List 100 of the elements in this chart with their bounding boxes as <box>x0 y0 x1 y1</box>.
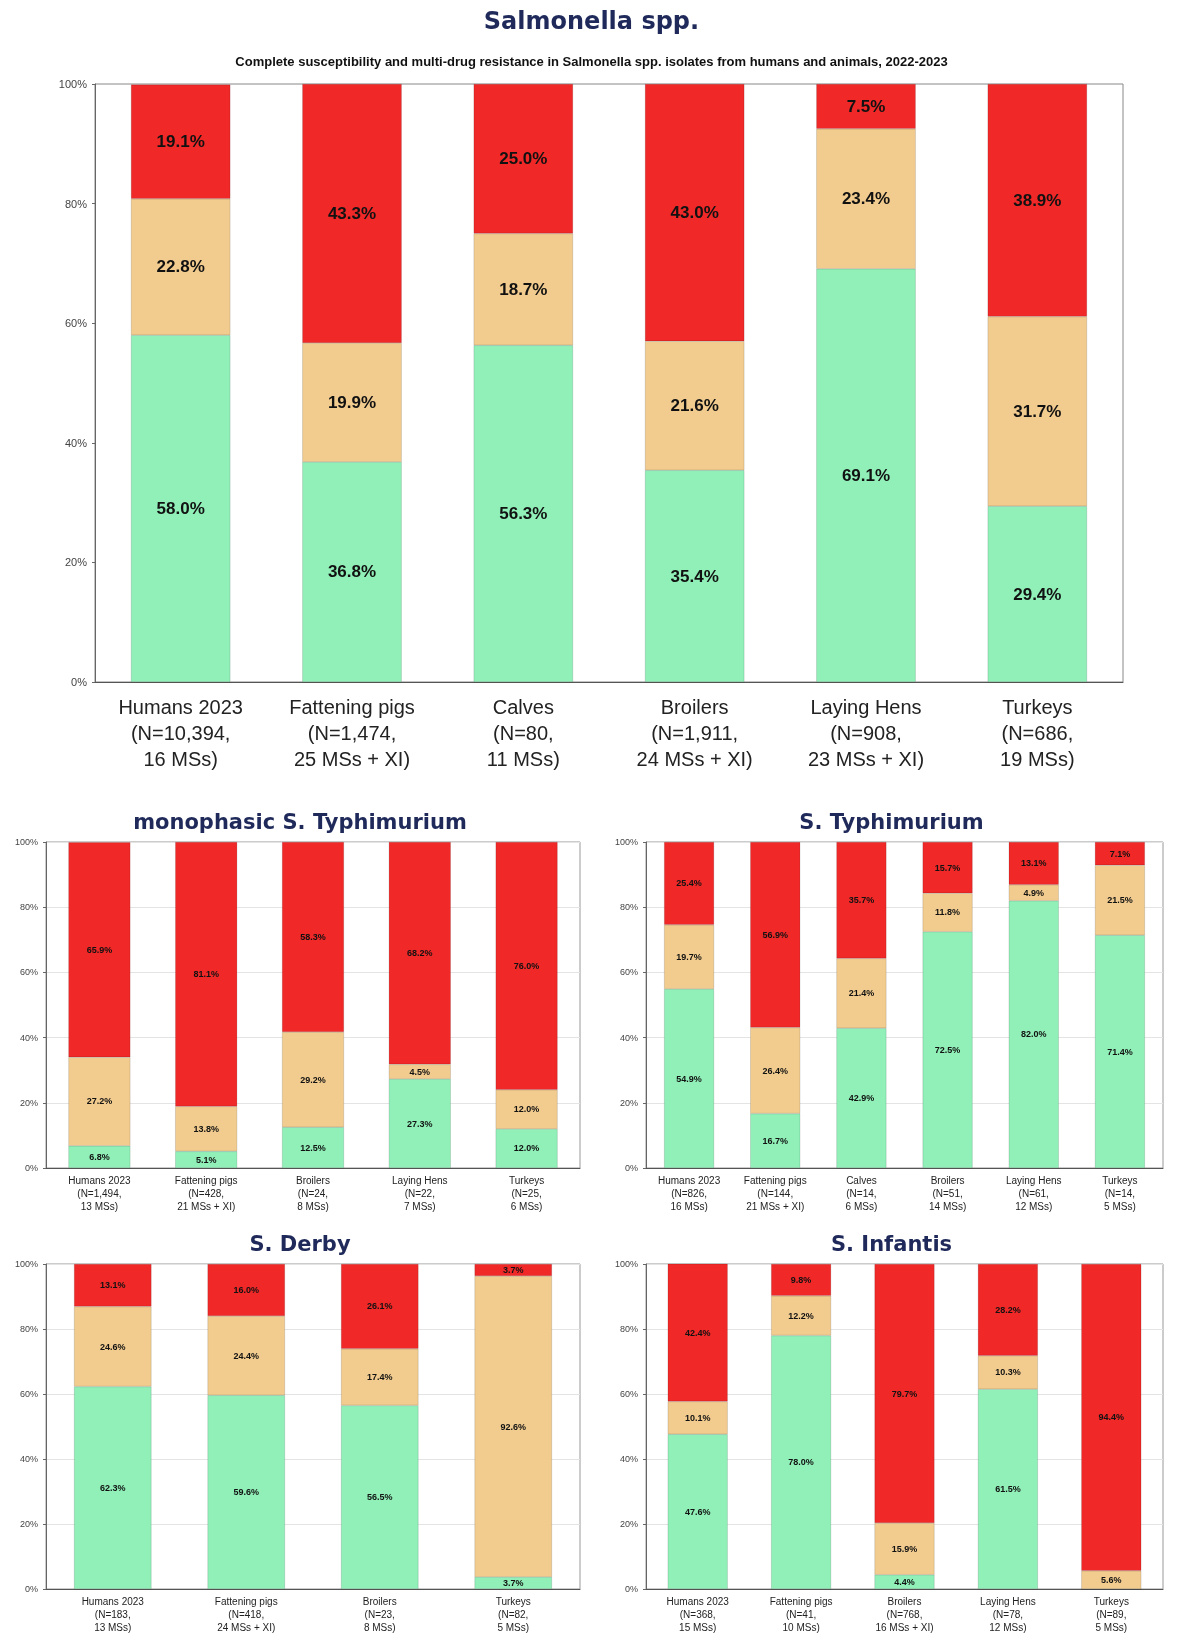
chart-title: S. Derby <box>249 1231 351 1256</box>
data-label: 56.3% <box>499 504 548 524</box>
y-tick-label: 40% <box>19 1032 38 1043</box>
data-label: 58.0% <box>156 499 205 519</box>
data-label: 12.0% <box>513 1104 540 1115</box>
y-tick-label: 100% <box>614 1259 638 1269</box>
data-label: 16.0% <box>233 1285 260 1295</box>
data-label: 47.6% <box>684 1506 711 1517</box>
data-label: 36.8% <box>327 562 377 582</box>
data-label: 5.1% <box>195 1154 217 1165</box>
y-tick-label: 80% <box>19 1324 38 1334</box>
data-label: 43.3% <box>327 203 377 223</box>
x-tick-label: Broilers (N=23, 8 MSs) <box>362 1596 397 1633</box>
y-tick-label: 40% <box>64 436 88 449</box>
data-label: 13.1% <box>99 1280 126 1291</box>
x-tick-label: Turkeys (N=82, 5 MSs) <box>495 1596 531 1633</box>
data-label: 24.6% <box>99 1341 126 1352</box>
x-tick-label: Broilers (N=768, 16 MSs + XI) <box>875 1596 934 1633</box>
data-label: 31.7% <box>1013 401 1062 421</box>
data-label: 12.5% <box>300 1142 326 1153</box>
data-label: 26.4% <box>762 1065 789 1076</box>
x-tick-label: Laying Hens (N=22, 7 MSs) <box>392 1175 448 1212</box>
chart-title: monophasic S. Typhimurium <box>133 809 467 834</box>
data-label: 79.7% <box>891 1388 918 1399</box>
data-label: 4.9% <box>1023 887 1045 898</box>
x-tick-label: Broilers (N=51, 14 MSs) <box>928 1175 967 1212</box>
data-label: 92.6% <box>500 1421 527 1432</box>
data-label: 21.4% <box>848 988 875 999</box>
data-label: 27.2% <box>86 1096 113 1107</box>
data-label: 21.5% <box>1107 895 1133 906</box>
y-tick-label: 20% <box>64 556 88 569</box>
data-label: 25.4% <box>676 878 702 889</box>
data-label: 35.4% <box>670 566 719 586</box>
x-tick-label: Humans 2023 (N=183, 13 MSs) <box>81 1596 145 1633</box>
data-label: 69.1% <box>841 465 891 485</box>
x-tick-label: Humans 2023 (N=826, 16 MSs) <box>657 1175 721 1212</box>
x-tick-label: Fattening pigs (N=144, 21 MSs + XI) <box>743 1175 807 1212</box>
chart-subtitle: Complete susceptibility and multi-drug resistance in Salmonella spp. isolates from humans and animals, 2022-2023 <box>235 54 948 69</box>
y-tick-label: 60% <box>619 1389 638 1399</box>
data-label: 13.1% <box>1020 858 1047 869</box>
data-label: 65.9% <box>86 944 113 955</box>
data-label: 56.9% <box>762 929 789 940</box>
data-label: 24.4% <box>233 1350 260 1361</box>
y-tick-label: 20% <box>619 1097 638 1108</box>
y-tick-label: 80% <box>619 1324 638 1334</box>
y-tick-label: 20% <box>19 1097 38 1108</box>
data-label: 26.1% <box>366 1301 393 1312</box>
data-label: 68.2% <box>407 948 433 959</box>
data-label: 23.4% <box>841 189 891 209</box>
data-label: 43.0% <box>670 203 719 223</box>
data-label: 10.1% <box>684 1412 711 1423</box>
data-label: 82.0% <box>1020 1029 1047 1040</box>
chart-title: S. Typhimurium <box>799 809 984 834</box>
data-label: 27.3% <box>407 1118 433 1129</box>
x-tick-label: Broilers (N=24, 8 MSs) <box>296 1175 330 1212</box>
y-tick-label: 60% <box>64 317 88 330</box>
y-tick-label: 60% <box>619 967 638 978</box>
y-tick-label: 40% <box>19 1454 38 1464</box>
x-tick-label: Fattening pigs (N=418, 24 MSs + XI) <box>214 1596 278 1633</box>
x-tick-label: Fattening pigs (N=428, 21 MSs + XI) <box>174 1175 238 1212</box>
y-tick-label: 40% <box>619 1454 638 1464</box>
x-tick-label: Turkeys (N=14, 5 MSs) <box>1102 1175 1138 1212</box>
x-tick-label: Humans 2023 (N=1,494, 13 MSs) <box>68 1175 131 1212</box>
data-label: 4.5% <box>409 1066 431 1077</box>
y-tick-label: 20% <box>19 1519 38 1529</box>
x-tick-label: Broilers (N=1,911, 24 MSs + XI) <box>636 696 753 770</box>
data-label: 25.0% <box>499 149 548 169</box>
x-tick-label: Laying Hens (N=78, 12 MSs) <box>980 1596 1036 1633</box>
data-label: 7.1% <box>1109 848 1131 859</box>
data-label: 76.0% <box>513 960 540 971</box>
x-tick-label: Turkeys (N=686, 19 MSs) <box>1000 696 1075 770</box>
y-tick-label: 60% <box>19 967 38 978</box>
x-tick-label: Calves (N=14, 6 MSs) <box>845 1175 878 1212</box>
y-tick-label: 100% <box>614 837 638 847</box>
chart-title: Salmonella spp. <box>483 7 700 35</box>
data-label: 22.8% <box>156 257 205 277</box>
x-tick-label: Turkeys (N=89, 5 MSs) <box>1093 1596 1129 1633</box>
data-label: 94.4% <box>1098 1412 1125 1423</box>
data-label: 4.4% <box>894 1576 915 1587</box>
x-tick-label: Humans 2023 (N=368, 15 MSs) <box>666 1596 730 1633</box>
data-label: 21.6% <box>670 396 719 416</box>
data-label: 59.6% <box>233 1487 260 1498</box>
data-label: 56.5% <box>366 1492 393 1503</box>
data-label: 54.9% <box>676 1073 702 1084</box>
data-label: 28.2% <box>995 1304 1021 1315</box>
chart-title: S. Infantis <box>830 1231 953 1256</box>
x-tick-label: Calves (N=80, 11 MSs) <box>486 696 560 770</box>
data-label: 17.4% <box>366 1372 393 1383</box>
data-label: 11.8% <box>935 907 961 918</box>
data-label: 16.7% <box>762 1135 789 1146</box>
data-label: 12.0% <box>513 1143 540 1154</box>
data-label: 3.7% <box>502 1265 524 1276</box>
data-label: 18.7% <box>499 279 548 299</box>
data-label: 5.6% <box>1101 1574 1122 1585</box>
data-label: 19.7% <box>676 951 702 962</box>
data-label: 81.1% <box>193 969 219 980</box>
y-tick-label: 0% <box>24 1163 38 1173</box>
data-label: 35.7% <box>848 895 875 906</box>
data-label: 61.5% <box>995 1484 1021 1495</box>
x-tick-label: Fattening pigs (N=41, 10 MSs) <box>769 1596 833 1633</box>
